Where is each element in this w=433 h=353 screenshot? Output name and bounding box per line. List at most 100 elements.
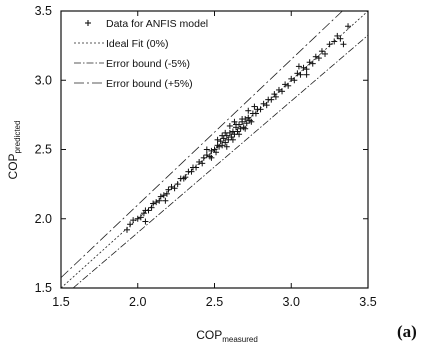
data-point	[203, 152, 210, 159]
data-point	[279, 88, 286, 95]
data-point	[208, 147, 215, 154]
data-point	[340, 41, 347, 48]
data-point	[239, 116, 246, 123]
data-point	[223, 143, 230, 150]
data-point	[248, 118, 255, 125]
x-tick-label: 2.0	[129, 295, 146, 309]
data-point	[291, 77, 298, 84]
data-point	[300, 64, 307, 71]
panel-label: (a)	[397, 322, 417, 341]
data-point	[231, 118, 238, 125]
data-point	[180, 175, 187, 182]
data-point	[263, 102, 270, 109]
data-point	[124, 226, 131, 233]
legend-label: Ideal Fit (0%)	[106, 38, 168, 50]
reference-line-3	[60, 10, 343, 278]
y-axis-label: COPpredicted	[6, 121, 22, 180]
data-point	[188, 168, 195, 175]
data-point	[271, 91, 278, 98]
y-tick-label: 2.0	[35, 212, 52, 226]
data-point	[275, 86, 282, 93]
data-point	[334, 32, 341, 39]
data-point	[226, 122, 233, 129]
data-point	[257, 106, 264, 113]
x-tick-label: 2.5	[206, 295, 223, 309]
data-point	[232, 121, 239, 128]
data-point	[193, 164, 200, 171]
data-point	[312, 53, 319, 60]
data-point	[245, 114, 252, 121]
data-point	[142, 218, 149, 225]
data-point	[203, 146, 210, 153]
data-point	[326, 41, 333, 48]
legend-marker-plus	[85, 20, 91, 26]
data-point	[303, 66, 310, 73]
data-point	[236, 131, 243, 138]
data-point	[208, 154, 215, 161]
data-point	[148, 204, 155, 211]
data-point	[171, 185, 178, 192]
data-point	[309, 60, 316, 67]
data-point	[306, 59, 313, 66]
data-point	[322, 50, 329, 57]
data-point	[200, 154, 207, 161]
data-points	[124, 23, 352, 233]
data-point	[268, 96, 275, 103]
data-point	[153, 199, 160, 206]
data-point	[315, 55, 322, 62]
data-point	[318, 48, 325, 55]
x-tick-label: 3.5	[359, 295, 376, 309]
data-point	[288, 75, 295, 82]
data-point	[282, 81, 289, 88]
y-tick-label: 2.5	[35, 143, 52, 157]
data-point	[331, 38, 338, 45]
data-point	[137, 214, 144, 221]
data-point	[206, 153, 213, 160]
data-point	[150, 200, 157, 207]
data-point	[130, 217, 137, 224]
data-point	[229, 136, 236, 143]
data-point	[213, 149, 220, 156]
data-point	[196, 158, 203, 165]
x-tick-label: 3.0	[283, 295, 300, 309]
data-point	[220, 135, 227, 142]
data-point	[242, 125, 249, 132]
data-point	[162, 197, 169, 204]
data-point	[260, 100, 267, 107]
data-point	[216, 143, 223, 150]
x-tick-label: 1.5	[52, 295, 69, 309]
data-point	[174, 181, 181, 188]
data-point	[165, 186, 172, 193]
data-point	[294, 70, 301, 77]
data-point	[214, 136, 221, 143]
axis-ticks: 1.5 2.0 2.5 3.0 3.5 1.5 2.0 2.5 3.0 3.5	[35, 4, 377, 309]
data-point	[245, 107, 252, 114]
data-point	[337, 35, 344, 42]
data-point	[222, 139, 229, 146]
reference-line-2	[72, 34, 369, 289]
data-point	[145, 207, 152, 214]
data-point	[246, 117, 253, 124]
data-point	[303, 71, 310, 78]
legend-label: Error bound (-5%)	[106, 58, 190, 70]
data-point	[252, 110, 259, 117]
data-point	[222, 129, 229, 136]
data-point	[219, 132, 226, 139]
data-point	[240, 124, 247, 131]
data-point	[182, 174, 189, 181]
data-point	[168, 183, 175, 190]
data-point	[134, 215, 141, 222]
y-tick-label: 3.0	[35, 73, 52, 87]
data-point	[345, 23, 352, 30]
data-point	[295, 63, 302, 70]
data-point	[219, 142, 226, 149]
data-point	[163, 190, 170, 197]
legend-label: Data for ANFIS model	[106, 18, 208, 30]
y-tick-label: 1.5	[35, 281, 52, 295]
data-point	[234, 128, 241, 135]
data-point	[160, 192, 167, 199]
data-point	[285, 82, 292, 89]
data-point	[297, 71, 304, 78]
data-point	[228, 134, 235, 141]
